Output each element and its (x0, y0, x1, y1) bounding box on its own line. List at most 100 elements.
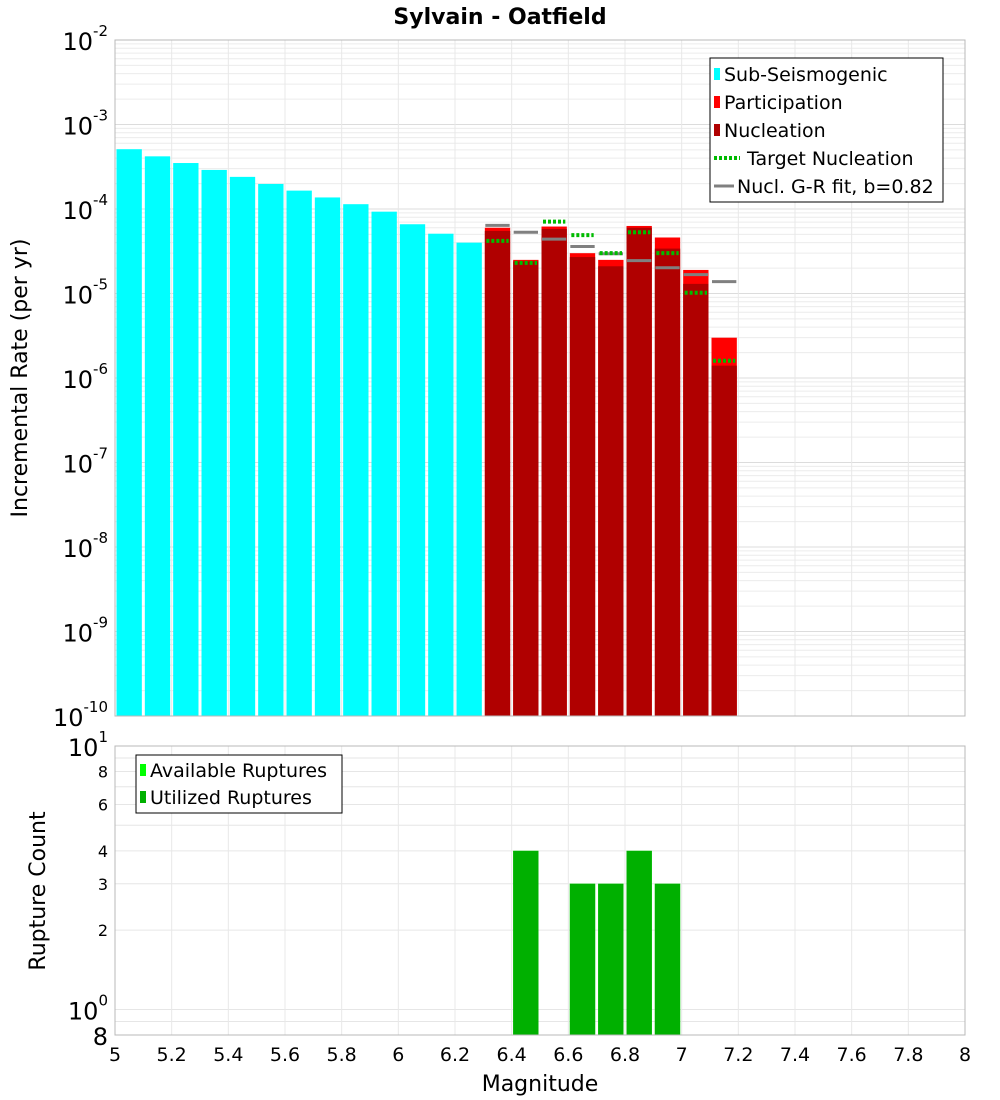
tick-exponent: -3 (93, 107, 108, 125)
tick-base: 4 (98, 842, 108, 861)
tick-base: 6 (98, 795, 108, 814)
x-tick-label: 6.6 (553, 1044, 583, 1066)
rate-ytick-label: 10-6 (62, 360, 108, 394)
rate-legend-label: Nucleation (724, 120, 826, 142)
tick-base: 2 (98, 921, 108, 940)
nucleation-bar (626, 227, 652, 716)
tick-exponent: -9 (93, 614, 108, 632)
tick-base: 10 (62, 451, 93, 479)
sub-seismogenic-bar (258, 183, 284, 717)
tick-exponent: -4 (93, 191, 108, 209)
count-ytick-label: 8 (98, 763, 108, 782)
count-ytick-label: 2 (98, 921, 108, 940)
nucleation-bar (541, 228, 567, 716)
tick-base: 10 (62, 28, 93, 56)
utilized-ruptures-bar (626, 850, 652, 1035)
x-tick-label: 5.2 (157, 1044, 187, 1066)
tick-base: 10 (62, 282, 93, 310)
sub-seismogenic-bar (456, 242, 482, 717)
sub-seismogenic-bar (286, 190, 312, 716)
rate-plot-border (114, 39, 966, 717)
rate-legend-box (709, 57, 944, 203)
count-legend-label: Available Ruptures (150, 760, 327, 782)
tick-base: 10 (62, 535, 93, 563)
count-ytick-label: 100 (68, 991, 108, 1025)
x-tick-label: 7.2 (723, 1044, 753, 1066)
count-legend: Available Ruptures Utilized Ruptures (135, 754, 343, 814)
sub-seismogenic-bar (144, 156, 171, 716)
nucleation-bar (484, 230, 511, 717)
sub-seismogenic-bar (173, 163, 199, 716)
tick-exponent: -5 (93, 276, 108, 294)
rate-legend-swatch (714, 96, 720, 108)
tick-base: 10 (68, 734, 99, 762)
tick-exponent: -8 (93, 529, 108, 547)
tick-base: 10 (62, 197, 93, 225)
rate-ytick-label: 10-3 (62, 107, 108, 141)
bottom-y-axis-label: Rupture Count (26, 811, 51, 971)
rate-legend-label: Nucl. G-R fit, b=0.82 (737, 176, 934, 198)
rate-ytick-label: 10-9 (62, 614, 108, 648)
chart-title: Sylvain - Oatfield (393, 5, 606, 30)
count-plot-border (114, 745, 966, 1036)
rate-plot: 10-210-310-410-510-610-710-810-910-10Sub… (53, 22, 966, 732)
tick-exponent: -6 (93, 360, 108, 378)
count-ytick-label: 3 (98, 875, 108, 894)
rate-ytick-label: 10-5 (62, 276, 108, 310)
tick-exponent: 0 (98, 991, 108, 1009)
nucleation-bar (683, 283, 709, 716)
utilized-ruptures-bar (598, 883, 624, 1035)
utilized-ruptures-bar (513, 850, 539, 1035)
rate-ytick-label: 10-10 (53, 698, 108, 732)
nucleation-bar (598, 266, 624, 716)
count-legend-label: Utilized Ruptures (150, 787, 312, 809)
nucleation-bar (711, 365, 737, 716)
x-tick-label: 7.6 (837, 1044, 867, 1066)
rate-legend-label: Target Nucleation (746, 148, 914, 170)
rate-legend-label: Participation (724, 92, 843, 114)
utilized-ruptures-bar (569, 883, 596, 1035)
x-tick-label: 8 (959, 1044, 971, 1066)
tick-base: 3 (98, 875, 108, 894)
rate-ytick-label: 10-2 (62, 22, 108, 56)
rate-legend: Sub-Seismogenic Participation Nucleation Ta… (709, 57, 944, 203)
x-axis-label: Magnitude (482, 1072, 599, 1097)
sub-seismogenic-bar (116, 149, 142, 716)
sub-seismogenic-bar (229, 176, 256, 717)
tick-exponent: -7 (93, 445, 108, 463)
sub-seismogenic-bar (343, 204, 369, 717)
x-tick-label: 6.4 (497, 1044, 527, 1066)
x-tick-label: 6.2 (440, 1044, 470, 1066)
rate-ytick-label: 10-8 (62, 529, 108, 563)
x-tick-label: 5.8 (327, 1044, 357, 1066)
count-ytick-label: 6 (98, 795, 108, 814)
tick-base: 10 (62, 620, 93, 648)
tick-base: 10 (68, 997, 99, 1025)
x-tick-label: 6.8 (610, 1044, 640, 1066)
count-legend-swatch (140, 764, 146, 776)
x-tick-label: 5.4 (213, 1044, 243, 1066)
x-tick-label: 5 (109, 1044, 121, 1066)
tick-base: 8 (98, 763, 108, 782)
rate-legend-label: Sub-Seismogenic (724, 64, 888, 86)
count-ytick-label: 101 (68, 728, 108, 762)
sub-seismogenic-bar (371, 211, 397, 716)
x-tick-label: 6 (392, 1044, 404, 1066)
x-tick-label: 7 (676, 1044, 688, 1066)
sub-seismogenic-bar (399, 224, 426, 716)
x-tick-label: 7.4 (780, 1044, 810, 1066)
count-legend-box (135, 754, 343, 814)
tick-base: 8 (93, 1023, 108, 1051)
nucleation-bar (513, 261, 539, 716)
tick-exponent: 1 (98, 728, 108, 746)
utilized-ruptures-bar (654, 883, 681, 1035)
tick-base: 10 (62, 113, 93, 141)
tick-exponent: -2 (93, 22, 108, 40)
rate-legend-swatch (714, 68, 720, 80)
sub-seismogenic-bar (428, 233, 454, 716)
tick-base: 10 (62, 366, 93, 394)
rate-legend-swatch (714, 124, 720, 136)
count-ytick-label: 4 (98, 842, 108, 861)
nucleation-bar (569, 257, 596, 716)
